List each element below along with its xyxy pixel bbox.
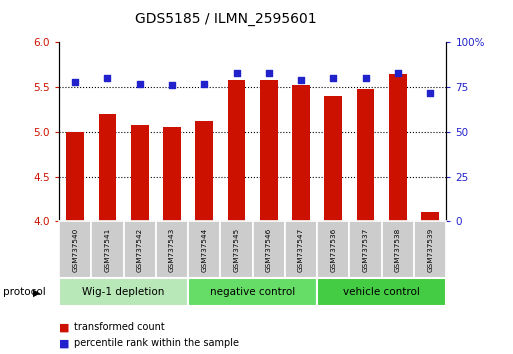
Bar xyxy=(66,132,84,221)
Bar xyxy=(124,221,156,278)
Point xyxy=(232,70,241,76)
Point xyxy=(103,75,111,81)
Text: GSM737546: GSM737546 xyxy=(266,227,272,272)
Text: Wig-1 depletion: Wig-1 depletion xyxy=(83,287,165,297)
Text: vehicle control: vehicle control xyxy=(343,287,420,297)
Text: GSM737542: GSM737542 xyxy=(136,227,143,272)
Bar xyxy=(188,221,221,278)
Point xyxy=(297,77,305,83)
Bar xyxy=(357,89,374,221)
Point xyxy=(394,70,402,76)
Text: GDS5185 / ILMN_2595601: GDS5185 / ILMN_2595601 xyxy=(135,12,317,27)
Bar xyxy=(317,221,349,278)
Bar xyxy=(285,221,317,278)
Text: GSM737536: GSM737536 xyxy=(330,227,337,272)
Bar xyxy=(317,278,446,306)
Bar xyxy=(91,221,124,278)
Text: negative control: negative control xyxy=(210,287,295,297)
Point xyxy=(200,81,208,86)
Bar xyxy=(389,74,407,221)
Bar xyxy=(324,96,342,221)
Text: GSM737540: GSM737540 xyxy=(72,227,78,272)
Text: GSM737544: GSM737544 xyxy=(201,227,207,272)
Text: percentile rank within the sample: percentile rank within the sample xyxy=(74,338,240,348)
Bar xyxy=(414,221,446,278)
Point xyxy=(71,79,79,85)
Bar xyxy=(59,221,91,278)
Text: GSM737545: GSM737545 xyxy=(233,227,240,272)
Text: ▶: ▶ xyxy=(33,288,41,298)
Bar xyxy=(156,221,188,278)
Bar xyxy=(382,221,414,278)
Text: GSM737537: GSM737537 xyxy=(363,227,369,272)
Bar xyxy=(421,212,439,221)
Text: ■: ■ xyxy=(59,322,69,332)
Point xyxy=(329,75,338,81)
Bar xyxy=(98,114,116,221)
Point xyxy=(168,82,176,88)
Bar xyxy=(221,221,252,278)
Bar xyxy=(228,80,245,221)
Bar xyxy=(59,278,188,306)
Text: GSM737538: GSM737538 xyxy=(395,227,401,272)
Text: ■: ■ xyxy=(59,338,69,348)
Bar xyxy=(195,121,213,221)
Bar xyxy=(252,221,285,278)
Bar xyxy=(349,221,382,278)
Bar xyxy=(163,126,181,221)
Text: GSM737547: GSM737547 xyxy=(298,227,304,272)
Text: GSM737539: GSM737539 xyxy=(427,227,433,272)
Bar xyxy=(188,278,317,306)
Point xyxy=(265,70,273,76)
Text: transformed count: transformed count xyxy=(74,322,165,332)
Bar xyxy=(131,125,149,221)
Text: GSM737543: GSM737543 xyxy=(169,227,175,272)
Point xyxy=(135,81,144,86)
Text: GSM737541: GSM737541 xyxy=(105,227,110,272)
Point xyxy=(426,90,435,95)
Bar xyxy=(260,80,278,221)
Text: protocol: protocol xyxy=(3,287,45,297)
Bar xyxy=(292,85,310,221)
Point xyxy=(362,75,370,81)
